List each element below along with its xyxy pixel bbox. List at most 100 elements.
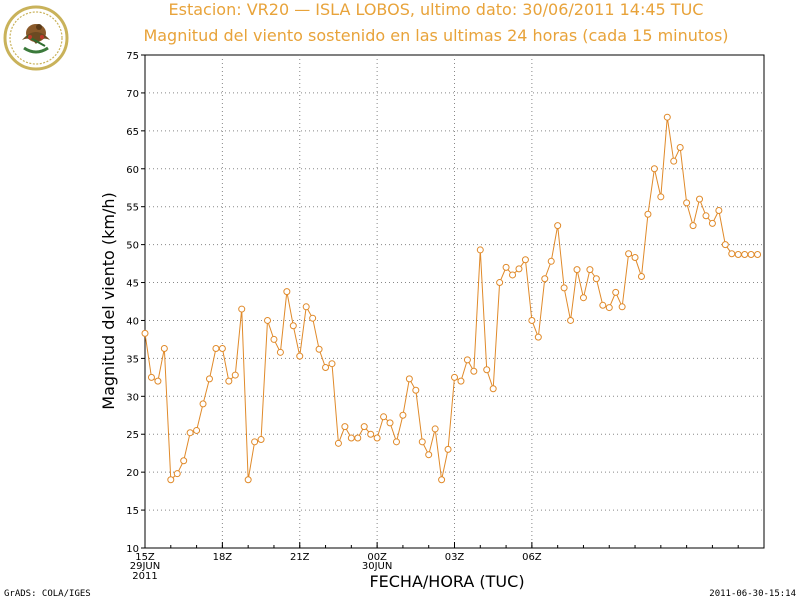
data-point — [534, 333, 542, 341]
data-point — [612, 288, 620, 296]
footer-credit: GrADS: COLA/IGES — [4, 589, 91, 599]
data-point — [579, 294, 587, 302]
data-point — [167, 476, 175, 484]
y-axis-ticks: 10 15 20 25 30 35 40 45 50 55 60 65 70 75 — [126, 51, 145, 555]
data-point — [399, 411, 407, 419]
data-point — [154, 377, 162, 385]
data-point — [386, 419, 394, 427]
y-tick-label: 30 — [126, 392, 139, 403]
data-point — [412, 386, 420, 394]
data-point — [173, 470, 181, 478]
data-point — [367, 430, 375, 438]
y-tick-label: 60 — [126, 165, 139, 176]
data-point — [721, 241, 729, 249]
data-point — [283, 288, 291, 296]
data-point — [754, 250, 762, 258]
x-tick-label: 21Z — [290, 552, 310, 563]
data-point — [180, 457, 188, 465]
data-point — [573, 266, 581, 274]
data-point — [715, 206, 723, 214]
data-point — [683, 199, 691, 207]
data-point — [373, 434, 381, 442]
x-tick-label: 15Z — [135, 552, 155, 563]
data-point — [567, 316, 575, 324]
data-point — [160, 345, 168, 353]
data-point — [657, 193, 665, 201]
data-point — [696, 195, 704, 203]
data-point — [341, 423, 349, 431]
x-tick-date-label: 30JUN — [362, 561, 392, 572]
y-tick-label: 75 — [126, 51, 139, 62]
data-point — [244, 476, 252, 484]
data-point — [618, 303, 626, 311]
series-line — [144, 117, 758, 481]
data-point — [238, 305, 246, 313]
y-tick-label: 20 — [126, 468, 139, 479]
y-tick-label: 55 — [126, 203, 139, 214]
data-point — [586, 266, 594, 274]
data-point — [451, 373, 458, 381]
data-point — [676, 144, 684, 152]
data-point — [631, 254, 639, 262]
data-point — [483, 366, 491, 374]
y-tick-label: 70 — [126, 89, 139, 100]
y-axis-label: Magnitud del viento (km/h) — [99, 192, 118, 409]
data-point — [302, 303, 310, 311]
series-wind-speed — [141, 113, 762, 484]
data-point — [457, 377, 465, 385]
y-tick-label: 25 — [126, 430, 139, 441]
data-point — [218, 345, 226, 353]
data-point — [663, 113, 671, 121]
data-point — [315, 345, 323, 353]
x-tick-label: 06Z — [522, 552, 542, 563]
data-point — [599, 301, 607, 309]
data-point — [702, 212, 710, 220]
data-point — [476, 246, 484, 254]
data-point — [251, 438, 259, 446]
data-point — [444, 445, 452, 453]
data-point — [392, 438, 400, 446]
data-point — [199, 400, 207, 408]
data-point — [670, 157, 678, 165]
data-point — [509, 271, 517, 279]
data-point — [147, 373, 155, 381]
data-point — [231, 371, 239, 379]
data-point — [418, 438, 426, 446]
data-point — [225, 377, 233, 385]
data-point — [193, 426, 201, 434]
data-point — [322, 363, 330, 371]
data-point — [747, 250, 755, 258]
data-point — [270, 335, 278, 343]
data-point — [380, 413, 388, 421]
data-point — [463, 356, 471, 364]
data-point — [212, 345, 220, 353]
data-point — [470, 367, 478, 375]
data-point — [309, 314, 317, 322]
data-point — [354, 434, 362, 442]
x-tick-label: 03Z — [445, 552, 465, 563]
data-point — [431, 425, 439, 433]
data-point — [405, 375, 413, 383]
data-point — [264, 316, 272, 324]
data-point — [334, 439, 342, 447]
data-point — [438, 476, 446, 484]
data-point — [276, 348, 284, 356]
y-tick-label: 35 — [126, 354, 139, 365]
data-point — [528, 316, 536, 324]
data-point — [637, 272, 645, 280]
x-axis-label: FECHA/HORA (TUC) — [369, 572, 524, 591]
data-point — [521, 256, 529, 264]
data-point — [502, 263, 510, 271]
grid-lines — [145, 55, 764, 548]
data-point — [496, 279, 504, 287]
data-point — [650, 165, 658, 173]
data-point — [257, 436, 265, 444]
data-point — [289, 322, 297, 330]
y-tick-label: 10 — [126, 544, 139, 555]
data-point — [734, 250, 742, 258]
chart-subtitle: Magnitud del viento sostenido en las ult… — [143, 26, 728, 45]
data-point — [605, 304, 613, 312]
data-point — [728, 250, 736, 258]
data-point — [741, 250, 749, 258]
